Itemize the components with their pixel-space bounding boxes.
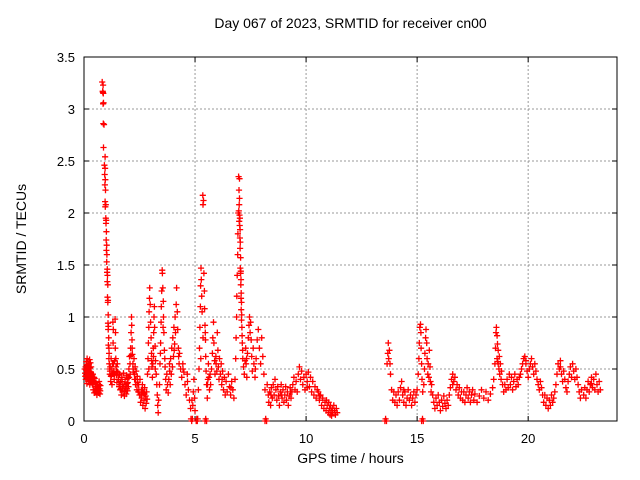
y-tick-label: 1.5: [57, 258, 75, 273]
y-tick-label: 0.5: [57, 362, 75, 377]
data-points: [81, 78, 604, 425]
y-tick-label: 3.5: [57, 50, 75, 65]
y-tick-label: 3: [68, 102, 75, 117]
y-tick-label: 1: [68, 310, 75, 325]
y-tick-label: 2: [68, 206, 75, 221]
x-tick-label: 20: [521, 431, 535, 446]
chart-title: Day 067 of 2023, SRMTID for receiver cn0…: [214, 15, 487, 31]
x-tick-label: 15: [410, 431, 424, 446]
plot-frame: [83, 56, 618, 422]
y-tick-label: 0: [68, 414, 75, 429]
y-tick-label: 2.5: [57, 154, 75, 169]
x-tick-label: 10: [299, 431, 313, 446]
x-tick-label: 0: [80, 431, 87, 446]
x-axis-label: GPS time / hours: [297, 450, 404, 466]
x-tick-label: 5: [191, 431, 198, 446]
tick-labels: 0 5 10 15 20 0 0.5 1 1.5 2 2.5 3 3.5: [57, 50, 535, 446]
